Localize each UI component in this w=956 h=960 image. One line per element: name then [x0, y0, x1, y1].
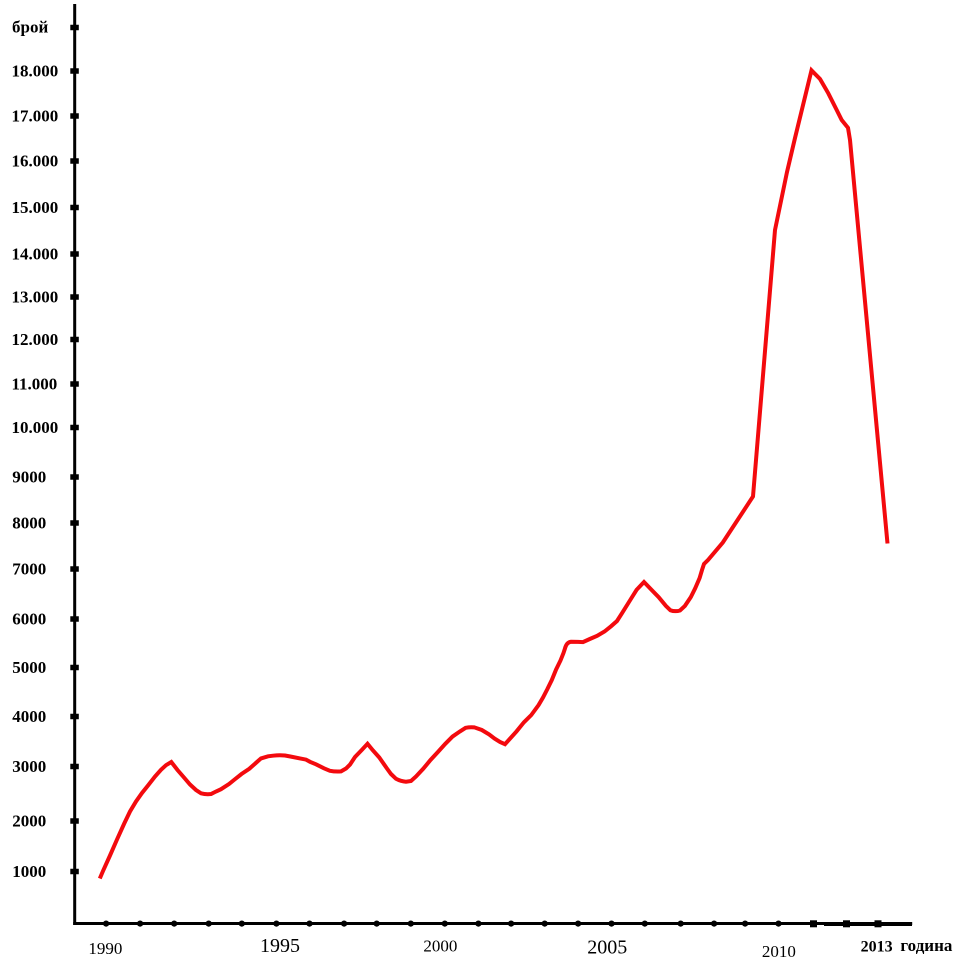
svg-text:2010: 2010 — [762, 942, 796, 960]
svg-text:2005: 2005 — [587, 936, 627, 958]
svg-text:брой: брой — [12, 18, 48, 37]
svg-text:17.000: 17.000 — [12, 107, 59, 126]
svg-text:5000: 5000 — [12, 658, 46, 677]
svg-text:3000: 3000 — [12, 757, 46, 776]
svg-text:2013: 2013 — [861, 938, 893, 955]
svg-text:1995: 1995 — [260, 935, 300, 957]
svg-text:6000: 6000 — [12, 610, 46, 629]
svg-text:11.000: 11.000 — [12, 375, 58, 394]
svg-text:1990: 1990 — [88, 939, 122, 958]
svg-text:16.000: 16.000 — [12, 152, 59, 171]
svg-text:18.000: 18.000 — [12, 62, 59, 81]
svg-text:14.000: 14.000 — [12, 245, 59, 264]
svg-text:2000: 2000 — [12, 812, 46, 831]
svg-text:9000: 9000 — [12, 468, 46, 487]
svg-text:4000: 4000 — [12, 707, 46, 726]
svg-text:15.000: 15.000 — [12, 198, 59, 217]
svg-text:8000: 8000 — [12, 514, 46, 533]
svg-text:12.000: 12.000 — [12, 330, 59, 349]
svg-text:2000: 2000 — [423, 937, 457, 956]
svg-text:година: година — [900, 936, 952, 955]
svg-text:7000: 7000 — [12, 560, 46, 579]
svg-text:10.000: 10.000 — [12, 418, 59, 437]
svg-text:1000: 1000 — [12, 862, 46, 881]
svg-text:13.000: 13.000 — [12, 288, 59, 307]
